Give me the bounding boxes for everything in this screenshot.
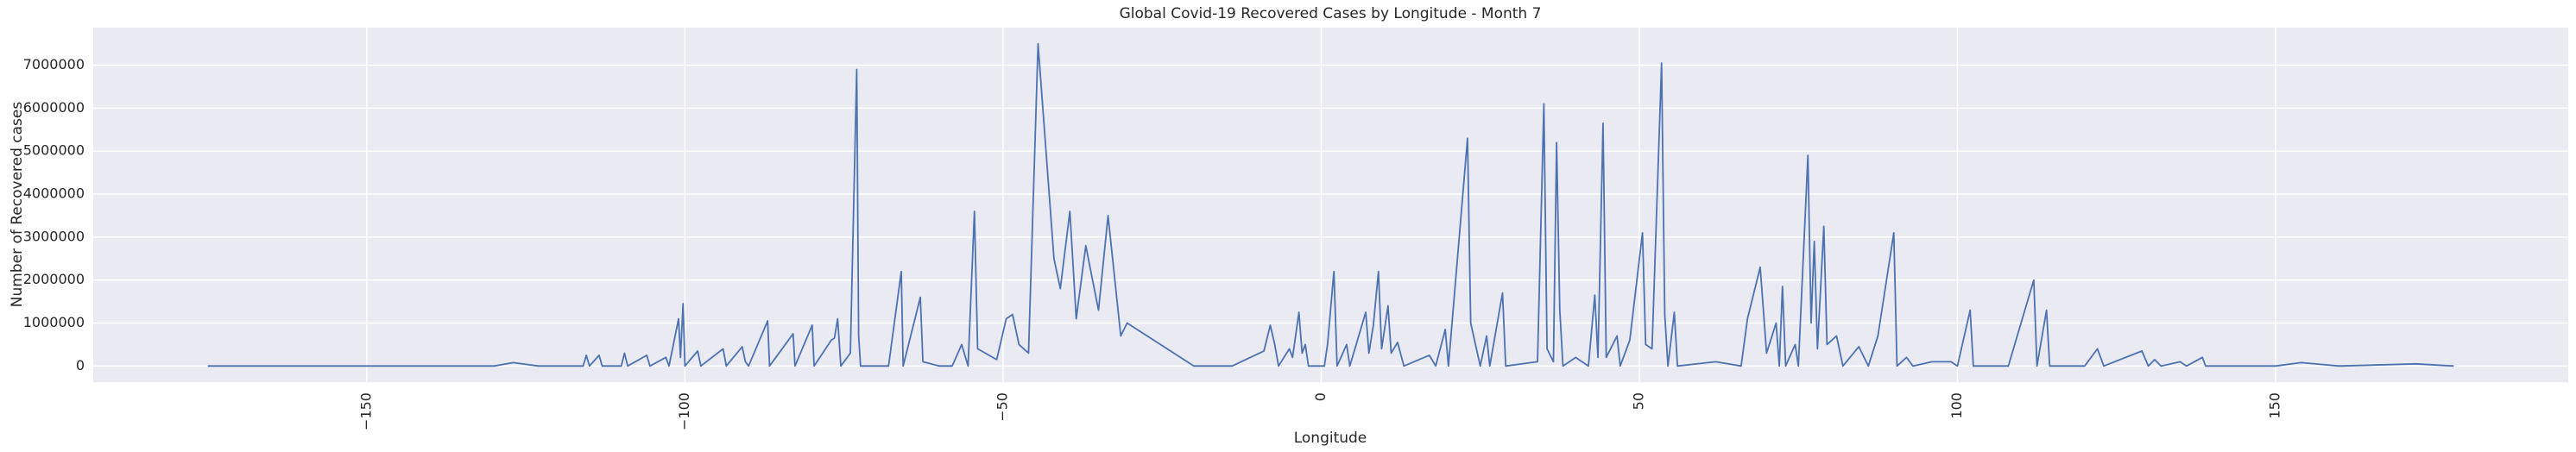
data-line	[207, 42, 2454, 367]
plot-area	[93, 28, 2568, 382]
x-axis-label: Longitude	[1294, 430, 1367, 447]
x-tick-label: −150	[357, 392, 374, 430]
x-tick-label: 100	[1948, 392, 1965, 419]
y-tick-label: 5000000	[23, 142, 85, 159]
x-tick-label: 150	[2266, 392, 2282, 419]
y-tick-label: 6000000	[23, 99, 85, 116]
x-tick-label: −50	[994, 392, 1010, 422]
chart-title: Global Covid-19 Recovered Cases by Longi…	[1120, 5, 1542, 22]
y-tick-label: 7000000	[23, 56, 85, 72]
y-tick-label: 2000000	[23, 271, 85, 287]
y-tick-label: 1000000	[23, 314, 85, 330]
y-tick-label: 4000000	[23, 185, 85, 202]
x-tick-label: 0	[1312, 392, 1329, 401]
y-tick-label: 0	[76, 357, 85, 374]
y-axis-label: Number of Recovered cases	[9, 102, 26, 308]
x-tick-label: −100	[676, 392, 692, 430]
x-tick-label: 50	[1630, 392, 1646, 410]
y-tick-label: 3000000	[23, 228, 85, 244]
